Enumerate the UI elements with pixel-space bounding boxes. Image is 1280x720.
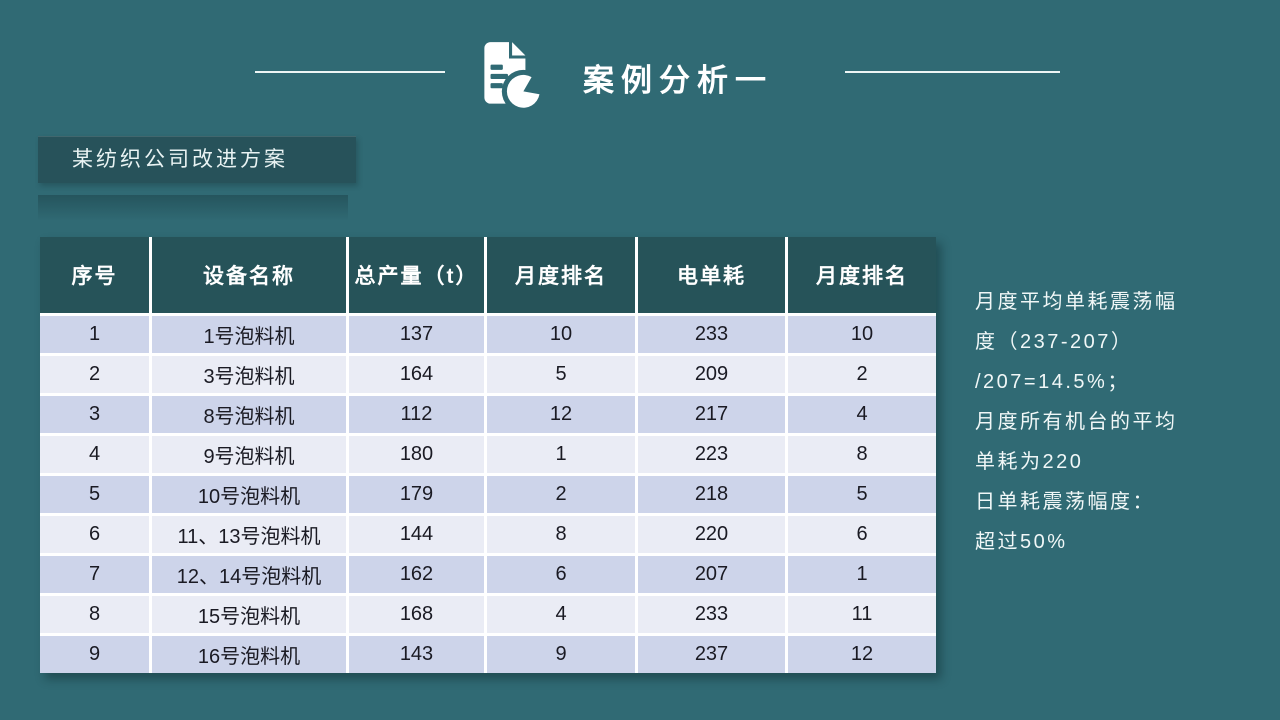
table-cell: 10号泡料机: [152, 476, 349, 513]
table-cell: 209: [638, 356, 788, 393]
table-header-cell: 设备名称: [152, 237, 349, 313]
document-pie-chart-icon: [470, 40, 548, 114]
table-header-cell: 序号: [40, 237, 152, 313]
table-cell: 180: [349, 436, 487, 473]
table-cell: 217: [638, 396, 788, 433]
table-cell: 10: [788, 316, 936, 353]
table-header-row: 序号 设备名称 总产量（t） 月度排名 电单耗 月度排名: [40, 237, 936, 313]
note-line: 月度平均单耗震荡幅: [975, 291, 1178, 313]
data-table: 序号 设备名称 总产量（t） 月度排名 电单耗 月度排名 1 1号泡料机 137 10…: [40, 237, 936, 673]
note-line: 度（237-207）: [975, 331, 1134, 353]
table-row: 4 9号泡料机 180 1 223 8: [40, 433, 936, 473]
note-line: 单耗为220: [975, 451, 1084, 473]
notes-panel: 月度平均单耗震荡幅 度（237-207） /207=14.5%； 月度所有机台的…: [975, 282, 1275, 562]
table-cell: 5: [40, 476, 152, 513]
table-cell: 4: [788, 396, 936, 433]
table-cell: 9号泡料机: [152, 436, 349, 473]
note-line: 日单耗震荡幅度：: [975, 491, 1155, 513]
table-cell: 6: [40, 516, 152, 553]
table-cell: 1: [487, 436, 638, 473]
table-cell: 1: [788, 556, 936, 593]
table-cell: 223: [638, 436, 788, 473]
table-cell: 6: [788, 516, 936, 553]
table-cell: 233: [638, 596, 788, 633]
table-cell: 8: [487, 516, 638, 553]
table-cell: 207: [638, 556, 788, 593]
table-cell: 179: [349, 476, 487, 513]
note-line: /207=14.5%；: [975, 371, 1130, 393]
table-cell: 143: [349, 636, 487, 673]
table-cell: 3: [40, 396, 152, 433]
table-row: 7 12、14号泡料机 162 6 207 1: [40, 553, 936, 593]
table-cell: 12、14号泡料机: [152, 556, 349, 593]
table-cell: 1: [40, 316, 152, 353]
table-cell: 15号泡料机: [152, 596, 349, 633]
table-cell: 5: [788, 476, 936, 513]
table-cell: 220: [638, 516, 788, 553]
table-header-cell: 总产量（t）: [349, 237, 487, 313]
table-cell: 8: [40, 596, 152, 633]
table-cell: 8号泡料机: [152, 396, 349, 433]
table-cell: 4: [40, 436, 152, 473]
note-line: 超过50%: [975, 531, 1068, 553]
table-cell: 10: [487, 316, 638, 353]
table-cell: 12: [788, 636, 936, 673]
table-row: 3 8号泡料机 112 12 217 4: [40, 393, 936, 433]
table-cell: 3号泡料机: [152, 356, 349, 393]
subtitle-label: 某纺织公司改进方案: [72, 148, 288, 171]
table-cell: 4: [487, 596, 638, 633]
page-title: 案例分析一: [583, 63, 773, 98]
table-row: 6 11、13号泡料机 144 8 220 6: [40, 513, 936, 553]
table-cell: 12: [487, 396, 638, 433]
table-cell: 137: [349, 316, 487, 353]
table-cell: 11: [788, 596, 936, 633]
table-row: 9 16号泡料机 143 9 237 12: [40, 633, 936, 673]
table-row: 8 15号泡料机 168 4 233 11: [40, 593, 936, 633]
table-cell: 5: [487, 356, 638, 393]
table-row: 5 10号泡料机 179 2 218 5: [40, 473, 936, 513]
table-cell: 2: [487, 476, 638, 513]
note-line: 月度所有机台的平均: [975, 411, 1178, 433]
table-cell: 218: [638, 476, 788, 513]
table-cell: 7: [40, 556, 152, 593]
table-cell: 16号泡料机: [152, 636, 349, 673]
table-body: 1 1号泡料机 137 10 233 10 2 3号泡料机 164 5 209 2 3 8号泡料机 112 1…: [40, 313, 936, 673]
table-header-cell: 月度排名: [487, 237, 638, 313]
table-cell: 164: [349, 356, 487, 393]
table-cell: 237: [638, 636, 788, 673]
table-row: 2 3号泡料机 164 5 209 2: [40, 353, 936, 393]
table-cell: 233: [638, 316, 788, 353]
table-cell: 112: [349, 396, 487, 433]
subtitle-shadow: [38, 195, 348, 221]
table-cell: 144: [349, 516, 487, 553]
table-cell: 168: [349, 596, 487, 633]
table-row: 1 1号泡料机 137 10 233 10: [40, 313, 936, 353]
title-decoration-line-right: [845, 71, 1060, 73]
table-cell: 9: [487, 636, 638, 673]
table-header-cell: 电单耗: [638, 237, 788, 313]
table-cell: 9: [40, 636, 152, 673]
table-cell: 162: [349, 556, 487, 593]
table-cell: 2: [788, 356, 936, 393]
table-cell: 6: [487, 556, 638, 593]
table-cell: 8: [788, 436, 936, 473]
table-header-cell: 月度排名: [816, 265, 908, 288]
table-cell: 11、13号泡料机: [152, 516, 349, 553]
table-cell: 2: [40, 356, 152, 393]
title-decoration-line-left: [255, 71, 445, 73]
table-cell: 1号泡料机: [152, 316, 349, 353]
subtitle-box: 某纺织公司改进方案: [38, 136, 356, 183]
